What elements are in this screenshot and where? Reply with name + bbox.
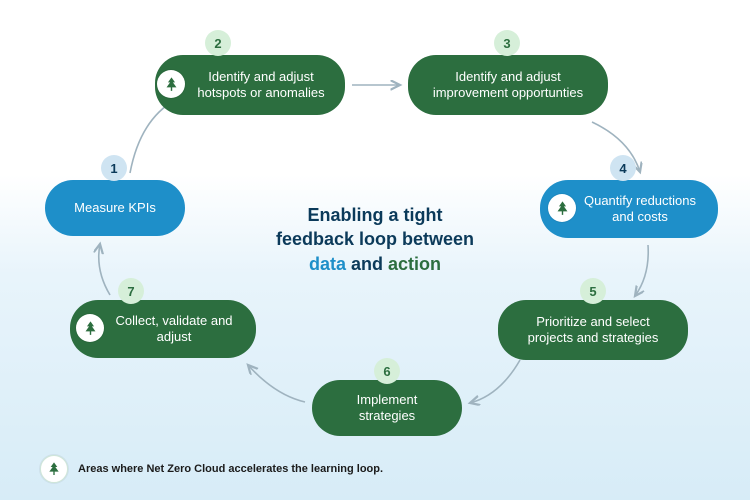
tree-icon bbox=[548, 194, 576, 222]
arrow-6-to-7 bbox=[248, 365, 305, 402]
diagram-stage: Enabling a tightfeedback loop betweendat… bbox=[0, 0, 750, 500]
step-label: Implement strategies bbox=[328, 392, 446, 425]
center-line1: Enabling a tight bbox=[245, 203, 505, 227]
step-number-badge: 7 bbox=[118, 278, 144, 304]
step-number-badge: 6 bbox=[374, 358, 400, 384]
step-node-1: Measure KPIs bbox=[45, 180, 185, 236]
step-node-6: Implement strategies bbox=[312, 380, 462, 436]
step-number-badge: 4 bbox=[610, 155, 636, 181]
center-line2: feedback loop between bbox=[245, 227, 505, 251]
legend: Areas where Net Zero Cloud accelerates t… bbox=[40, 455, 383, 483]
step-label: Measure KPIs bbox=[74, 200, 156, 216]
arrow-5-to-6 bbox=[470, 360, 520, 403]
arrow-7-to-1 bbox=[99, 244, 110, 295]
step-label: Identify and adjust improvement opportun… bbox=[424, 69, 592, 102]
step-number-badge: 2 bbox=[205, 30, 231, 56]
step-number-badge: 3 bbox=[494, 30, 520, 56]
step-number-badge: 5 bbox=[580, 278, 606, 304]
step-node-5: Prioritize and select projects and strat… bbox=[498, 300, 688, 360]
step-label: Collect, validate and adjust bbox=[86, 313, 240, 346]
tree-icon bbox=[76, 314, 104, 342]
step-label: Prioritize and select projects and strat… bbox=[514, 314, 672, 347]
step-label: Identify and adjust hotspots or anomalie… bbox=[171, 69, 329, 102]
tree-icon bbox=[157, 70, 185, 98]
legend-text: Areas where Net Zero Cloud accelerates t… bbox=[78, 463, 383, 475]
step-node-3: Identify and adjust improvement opportun… bbox=[408, 55, 608, 115]
step-label: Quantify reductions and costs bbox=[556, 193, 702, 226]
arrow-4-to-5 bbox=[635, 245, 648, 296]
center-title: Enabling a tightfeedback loop betweendat… bbox=[245, 203, 505, 276]
step-number-badge: 1 bbox=[101, 155, 127, 181]
center-line3: data and action bbox=[245, 252, 505, 276]
tree-icon bbox=[40, 455, 68, 483]
